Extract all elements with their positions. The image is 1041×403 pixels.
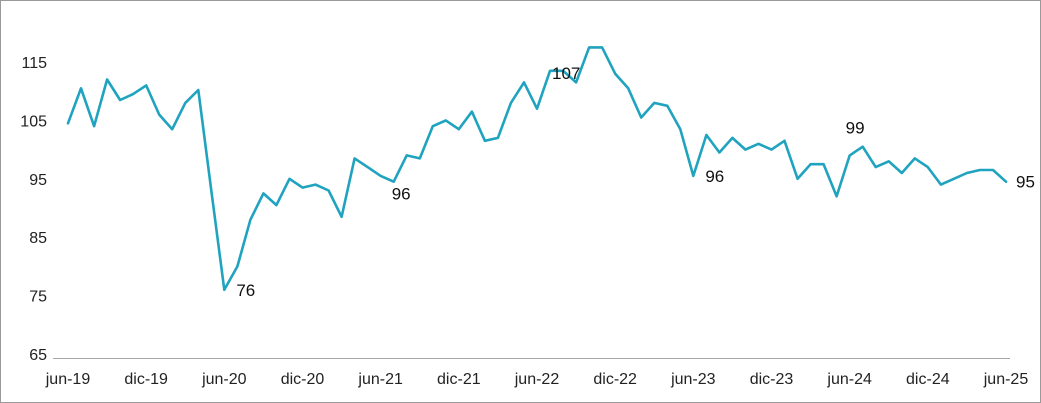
x-tick-label: dic-24: [906, 371, 950, 388]
data-label: 76: [236, 281, 255, 300]
y-tick-label: 75: [29, 289, 47, 306]
y-tick-label: 105: [20, 113, 47, 130]
y-axis: 65 75 85 95 105 115: [20, 55, 47, 364]
x-tick-label: jun-23: [670, 371, 716, 388]
x-tick-label: jun-21: [357, 371, 403, 388]
x-tick-label: jun-20: [201, 371, 247, 388]
data-label: 99: [846, 118, 865, 137]
x-tick-label: jun-24: [826, 371, 872, 388]
y-tick-label: 65: [29, 347, 47, 364]
data-label: 96: [392, 185, 411, 204]
data-label-layer: 76 96 107 96 99 95: [236, 64, 1035, 300]
y-tick-label: 95: [29, 172, 47, 189]
y-tick-label: 85: [29, 230, 47, 247]
x-tick-label: dic-20: [281, 371, 325, 388]
x-tick-label: dic-19: [124, 371, 168, 388]
y-tick-label: 115: [21, 55, 47, 72]
x-tick-label: jun-19: [45, 371, 91, 388]
data-label: 96: [705, 167, 724, 186]
x-tick-label: jun-22: [514, 371, 560, 388]
x-tick-label: dic-23: [750, 371, 794, 388]
x-axis: jun-19 dic-19 jun-20 dic-20 jun-21 dic-21 jun-…: [45, 358, 1029, 388]
x-tick-label: jun-25: [983, 371, 1029, 388]
data-label: 95: [1016, 173, 1035, 192]
data-label: 107: [552, 64, 580, 83]
x-tick-label: dic-21: [437, 371, 481, 388]
series-layer: [66, 46, 1008, 292]
series-line: [66, 46, 1008, 292]
x-tick-label: dic-22: [593, 371, 637, 388]
